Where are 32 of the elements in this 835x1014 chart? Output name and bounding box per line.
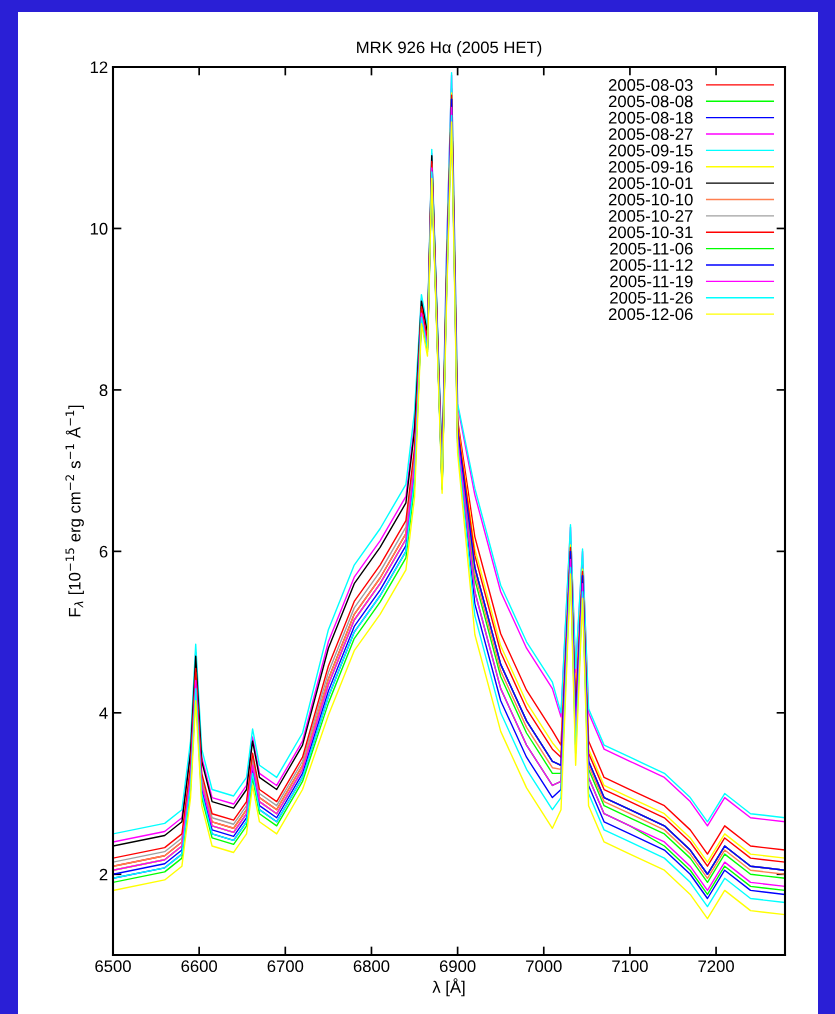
legend-label: 2005-08-03: [608, 79, 693, 91]
y-tick-label: 8: [99, 384, 108, 397]
x-tick-label: 6800: [353, 960, 390, 973]
legend-label: 2005-11-12: [610, 259, 693, 271]
legend-label: 2005-10-10: [608, 193, 693, 206]
x-axis-title: λ [Å]: [432, 978, 465, 997]
legend-label: 2005-08-18: [608, 111, 693, 124]
legend-label: 2005-11-19: [610, 275, 693, 288]
y-tick-label: 4: [99, 707, 108, 719]
x-tick-label: 6900: [439, 960, 476, 973]
legend-label: 2005-09-16: [608, 160, 693, 173]
chart-title: MRK 926 Hα (2005 HET): [357, 41, 542, 57]
y-tick-label: 2: [99, 868, 108, 881]
legend-label: 2005-08-27: [608, 128, 693, 141]
legend-label: 2005-11-26: [610, 291, 693, 304]
legend-label: 2005-11-06: [610, 242, 693, 255]
legend-label: 2005-09-15: [608, 144, 693, 157]
y-tick-label: 10: [90, 222, 108, 235]
text: F$_{λ}$ [10$^{−15}$ erg cm$^{−2}$ s$^{−1}$ Å$^{−1}$]: [65, 405, 84, 617]
y-tick-label: 12: [90, 61, 108, 74]
legend-label: 2005-10-27: [608, 210, 693, 222]
x-tick-label: 7200: [698, 960, 734, 973]
x-tick-label: 6500: [95, 960, 131, 973]
x-tick-label: 7100: [612, 960, 648, 973]
y-tick-label: 6: [99, 545, 108, 558]
x-tick-label: 6600: [181, 960, 218, 973]
legend-label: 2005-10-01: [608, 177, 693, 190]
legend-label: 2005-10-31: [608, 226, 693, 239]
legend-label: 2005-08-08: [608, 95, 693, 108]
legend-label: 2005-12-06: [608, 308, 693, 321]
x-tick-label: 7000: [526, 960, 562, 973]
x-tick-label: 6700: [267, 960, 304, 973]
